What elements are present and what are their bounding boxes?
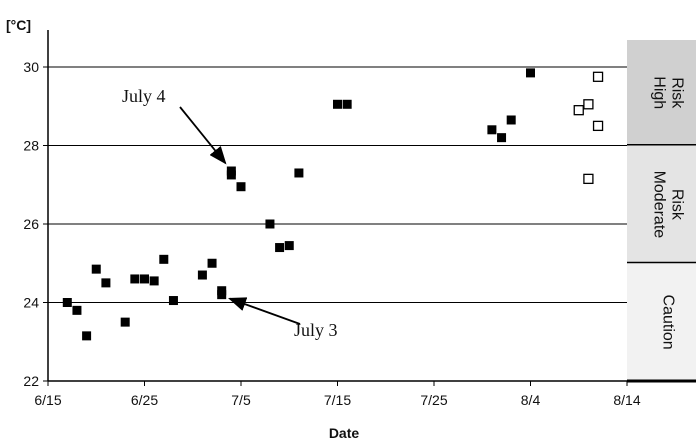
- data-point-filled: [149, 276, 159, 286]
- data-point-open: [592, 71, 604, 82]
- annotation-arrow: [228, 297, 301, 325]
- data-point-filled: [140, 274, 149, 284]
- x-tick-label: 7/15: [324, 392, 351, 408]
- data-point-filled: [487, 125, 497, 135]
- data-point-filled: [130, 274, 140, 284]
- risk-band-label: Risk: [668, 77, 685, 109]
- x-tick-label: 6/15: [34, 392, 61, 408]
- data-points: [62, 68, 604, 341]
- data-point-filled: [82, 331, 92, 341]
- y-axis-label: [°C]: [6, 17, 31, 33]
- x-tick-label: 7/5: [231, 392, 251, 408]
- y-tick-label: 24: [23, 295, 39, 311]
- data-point-filled: [197, 270, 207, 280]
- y-tick-label: 28: [23, 138, 39, 154]
- x-tick-label: 7/25: [420, 392, 447, 408]
- risk-band-label: High: [650, 76, 667, 109]
- y-tick-label: 22: [23, 373, 39, 389]
- data-point-filled: [284, 241, 294, 251]
- data-point-filled: [275, 243, 285, 253]
- data-point-filled: [226, 170, 236, 180]
- risk-band-2: [627, 263, 696, 381]
- risk-band-label: Caution: [659, 295, 676, 350]
- annotation-label: July 4: [122, 86, 166, 106]
- data-point-filled: [62, 298, 72, 307]
- risk-band-0: [627, 40, 696, 146]
- x-tick-label: 8/4: [521, 392, 541, 408]
- risk-band-label: Moderate: [650, 171, 667, 239]
- x-tick-label: 8/14: [613, 392, 640, 408]
- annotation-label: July 3: [294, 320, 338, 340]
- data-point-filled: [526, 68, 535, 78]
- data-point-filled: [217, 290, 227, 300]
- data-point-open: [592, 120, 604, 132]
- data-point-filled: [120, 317, 130, 327]
- data-point-filled: [91, 264, 101, 274]
- data-point-filled: [265, 219, 275, 229]
- tick-labels: 22 24 26 28 30 6/15 6/25 7/5 7/15 7/25 8/4 8/14: [23, 59, 640, 408]
- risk-band-1: [627, 145, 696, 264]
- data-point-filled: [159, 254, 169, 264]
- y-tick-label: 30: [23, 59, 39, 75]
- data-point-filled: [168, 296, 178, 306]
- annotations: July 4 July 3: [122, 86, 338, 340]
- data-point-filled: [342, 99, 352, 109]
- x-axis-label: Date: [329, 425, 360, 440]
- data-point-filled: [207, 258, 217, 268]
- data-point-filled: [236, 182, 246, 192]
- data-point-open: [583, 173, 594, 185]
- data-point-filled: [294, 168, 304, 178]
- data-point-filled: [497, 133, 507, 143]
- data-point-filled: [506, 115, 516, 125]
- y-tick-label: 26: [23, 216, 39, 232]
- gridlines: [48, 66, 627, 303]
- data-point-open: [573, 105, 584, 116]
- data-point-filled: [72, 305, 82, 315]
- data-point-filled: [333, 99, 342, 109]
- data-point-filled: [101, 278, 111, 288]
- x-tick-label: 6/25: [131, 392, 158, 408]
- risk-band-label: Risk: [668, 189, 685, 221]
- annotation-arrow: [179, 106, 227, 165]
- data-point-open: [583, 99, 594, 110]
